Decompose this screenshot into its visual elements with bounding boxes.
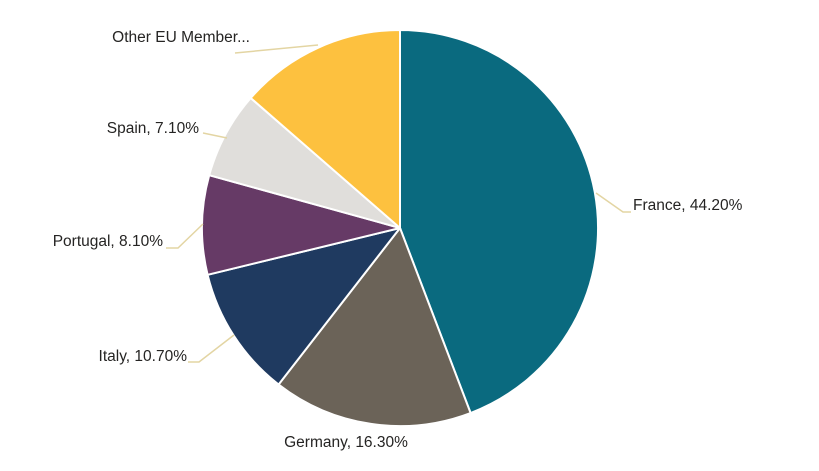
slice-label-italy: Italy, 10.70%: [99, 348, 188, 365]
slice-label-spain: Spain, 7.10%: [107, 120, 199, 137]
leader-line-other-eu: [234, 44, 319, 54]
slice-label-germany: Germany, 16.30%: [284, 434, 408, 451]
slice-label-portugal: Portugal, 8.10%: [53, 233, 164, 250]
pie-slice-germany[interactable]: [277, 227, 472, 427]
slice-label-other-eu: Other EU Member...: [112, 29, 250, 46]
pie-slices-group: [201, 29, 599, 427]
leader-line-portugal: [166, 223, 204, 249]
leader-line-france: [595, 192, 631, 213]
slice-label-france: France, 44.20%: [633, 197, 743, 214]
pie-slice-france[interactable]: [399, 29, 599, 414]
leader-line-italy: [188, 334, 235, 363]
leader-line-spain: [202, 132, 228, 139]
pie-slice-other-eu-member[interactable]: [249, 29, 401, 229]
